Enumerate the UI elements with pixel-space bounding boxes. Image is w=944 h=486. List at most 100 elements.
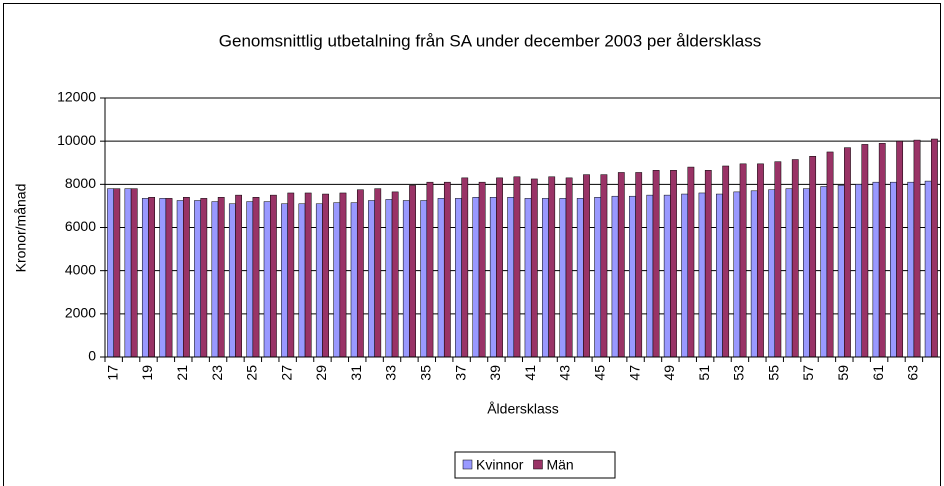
x-tick-label: 63 <box>905 365 921 381</box>
bar <box>907 181 915 358</box>
x-tick-label: 57 <box>800 365 816 381</box>
bar <box>548 176 556 358</box>
bar <box>663 194 671 358</box>
bar <box>391 191 399 358</box>
x-tick-label: 31 <box>348 365 364 381</box>
bar <box>148 197 156 358</box>
bar <box>542 198 549 358</box>
bar <box>855 184 862 358</box>
bar <box>791 159 799 358</box>
x-tick-label: 35 <box>418 365 434 381</box>
bar <box>235 194 242 358</box>
x-tick-label: 59 <box>835 365 851 381</box>
bar <box>826 151 834 358</box>
bar <box>298 203 306 358</box>
bar <box>402 200 410 358</box>
bar <box>896 140 904 358</box>
bar <box>600 174 608 358</box>
x-tick-label: 33 <box>383 365 399 381</box>
bar <box>339 192 347 358</box>
bar <box>524 198 532 358</box>
bar <box>530 178 538 358</box>
legend-label: Män <box>546 457 573 473</box>
x-tick-label: 39 <box>487 365 503 381</box>
bar <box>698 192 706 358</box>
bar <box>356 189 364 358</box>
bar <box>322 193 329 358</box>
bar <box>183 197 190 358</box>
bar <box>437 198 445 358</box>
bar <box>281 203 288 358</box>
bar <box>931 138 938 358</box>
bar <box>176 200 184 358</box>
x-tick-label: 21 <box>174 365 190 381</box>
x-tick-label: 45 <box>591 365 607 381</box>
bar <box>809 156 817 358</box>
bar <box>107 188 114 358</box>
bar <box>837 185 845 358</box>
bar <box>617 172 625 358</box>
bar <box>704 170 712 358</box>
bar <box>461 177 469 358</box>
legend-swatch <box>462 459 473 470</box>
bar <box>228 203 236 358</box>
bar <box>924 180 932 358</box>
bar <box>315 203 323 358</box>
bar <box>374 188 382 358</box>
x-tick-label: 49 <box>661 365 677 381</box>
x-tick-label: 19 <box>139 365 155 381</box>
x-tick-label: 51 <box>696 365 712 381</box>
x-tick-label: 41 <box>522 365 538 381</box>
bar <box>594 197 602 358</box>
bar <box>211 201 219 358</box>
x-tick-label: 43 <box>557 365 573 381</box>
x-tick-label: 29 <box>313 365 329 381</box>
bar <box>716 193 723 358</box>
bar <box>350 202 358 358</box>
bar <box>507 197 515 358</box>
bar <box>443 181 451 358</box>
bar <box>629 195 636 358</box>
x-axis-title: Åldersklass <box>487 401 559 417</box>
y-axis-title: Kronor/månad <box>13 184 29 273</box>
x-tick-label: 27 <box>278 365 294 381</box>
bar <box>757 163 764 358</box>
bar <box>774 161 782 358</box>
bar <box>420 200 428 358</box>
bar <box>913 139 921 358</box>
y-tick-label: 8000 <box>65 175 96 191</box>
bar <box>304 192 312 358</box>
legend-swatch <box>533 459 543 470</box>
bar <box>194 200 201 358</box>
bar <box>496 177 503 358</box>
bar <box>270 194 277 358</box>
y-tick-label: 2000 <box>65 305 96 321</box>
bar <box>681 193 689 358</box>
bar <box>159 198 167 358</box>
bar <box>489 197 497 358</box>
bar <box>872 181 880 358</box>
bar <box>861 144 869 358</box>
y-tick-label: 0 <box>88 348 96 364</box>
bar <box>409 185 416 358</box>
x-tick-label: 61 <box>870 365 886 381</box>
bar <box>333 202 341 358</box>
bar <box>141 198 149 358</box>
bar <box>200 198 208 358</box>
bar <box>113 188 121 358</box>
y-tick-label: 6000 <box>65 218 96 234</box>
x-tick-label: 23 <box>209 365 225 381</box>
bar <box>844 147 851 358</box>
x-tick-label: 47 <box>626 365 642 381</box>
bar <box>472 197 480 358</box>
bar <box>455 198 462 358</box>
bar <box>646 194 654 358</box>
bar <box>889 181 897 358</box>
bar <box>768 189 775 358</box>
bar <box>368 200 375 358</box>
x-tick-label: 55 <box>765 365 781 381</box>
x-tick-label: 37 <box>452 365 468 381</box>
x-tick-label: 53 <box>731 365 747 381</box>
x-tick-label: 17 <box>104 365 120 381</box>
